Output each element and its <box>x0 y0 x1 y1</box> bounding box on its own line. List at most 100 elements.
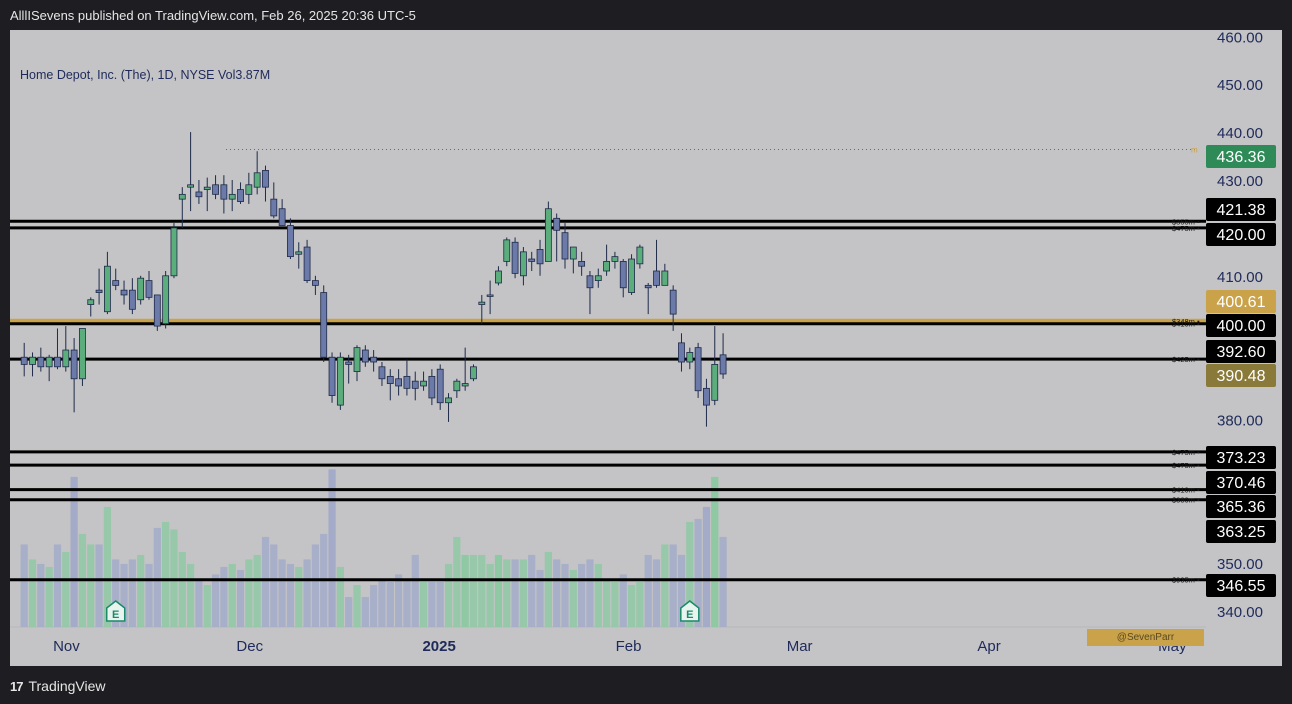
candle-body <box>395 378 403 387</box>
footer-brand[interactable]: TradingView <box>28 678 106 694</box>
volume-bar <box>211 574 220 627</box>
candle-body <box>528 258 536 262</box>
symbol-legend: Home Depot, Inc. (The), 1D, NYSE Vol3.87… <box>20 68 271 82</box>
candle-body <box>669 289 677 315</box>
candle-body <box>203 186 211 190</box>
candle-body <box>270 198 278 217</box>
candle-body <box>461 383 469 387</box>
volume-bar <box>261 536 270 627</box>
candle-body <box>320 292 328 358</box>
volume-bar <box>162 521 170 627</box>
volume-bar <box>95 544 103 627</box>
volume-bar <box>45 566 53 627</box>
candle-body <box>478 301 486 305</box>
candle-body <box>678 342 685 363</box>
price-tag <box>1206 145 1276 168</box>
volume-bar <box>236 569 245 627</box>
volume-bar <box>536 569 544 627</box>
author-tag: @SevenParr <box>1087 629 1204 646</box>
level-label: $425m ▪ <box>1172 355 1200 364</box>
y-tick-label: 430.00 <box>1217 173 1263 190</box>
price-tag <box>1206 340 1276 363</box>
volume-bar <box>661 544 669 627</box>
volume-bar <box>519 559 527 627</box>
price-tag <box>1206 520 1276 543</box>
y-tick-label: 440.00 <box>1217 125 1263 142</box>
price-chart[interactable]: m$355m ▪$475m ▪$348m ▪$410m ▪$425m ▪$475… <box>10 30 1282 666</box>
price-tag <box>1206 223 1276 246</box>
level-label: $410m ▪ <box>1172 320 1200 329</box>
volume-bar <box>195 578 203 627</box>
candle-body <box>453 380 461 392</box>
x-tick-label: Apr <box>977 638 1000 655</box>
level-label: $380m ▪ <box>1172 496 1200 505</box>
volume-bar <box>503 559 511 627</box>
candle-body <box>128 289 136 310</box>
volume-bar <box>403 578 411 627</box>
candle-body <box>253 172 261 188</box>
candle-body <box>353 347 361 372</box>
candle-body <box>87 299 95 305</box>
candle-body <box>145 280 153 298</box>
price-tag <box>1206 290 1276 313</box>
volume-bar <box>719 536 727 627</box>
x-tick-label: Mar <box>787 638 813 655</box>
candle-body <box>162 275 170 325</box>
candle-body <box>503 239 511 262</box>
candle-body <box>403 375 411 389</box>
volume-bar <box>419 581 428 627</box>
candle-body <box>644 284 652 289</box>
candle-body <box>628 258 635 293</box>
level-label: $475m ▪ <box>1172 448 1200 457</box>
candle-body <box>79 328 86 380</box>
candle-body <box>20 356 28 365</box>
candle-body <box>245 184 253 195</box>
volume-bar <box>395 574 403 627</box>
y-tick-label: 450.00 <box>1217 77 1263 94</box>
candle-body <box>112 280 120 286</box>
candle-body <box>486 294 494 297</box>
price-tag-label: 421.38 <box>1217 202 1266 219</box>
candle-body <box>237 189 244 202</box>
chart-frame[interactable]: m $355m ▪ $475m ▪ $348m ▪ $410m ▪ $425m ▪ $475… <box>10 30 1282 666</box>
candle-body <box>428 375 436 399</box>
volume-bar <box>486 563 494 627</box>
volume-bar <box>586 559 594 627</box>
x-tick-label: 2025 <box>422 638 455 655</box>
price-tag <box>1206 446 1276 469</box>
volume-bar <box>345 596 353 627</box>
x-tick-label: Dec <box>236 638 263 655</box>
candle-body <box>445 397 452 404</box>
volume-bar <box>444 563 453 627</box>
volume-bar <box>528 554 536 627</box>
volume-bar <box>711 476 719 627</box>
volume-bar <box>428 581 436 627</box>
volume-bar <box>178 551 186 627</box>
candle-body <box>611 256 619 262</box>
candle-body <box>619 261 627 289</box>
candle-body <box>661 270 669 286</box>
candle-body <box>170 227 178 277</box>
tradingview-logo-icon: 17 <box>10 678 24 694</box>
volume-bar <box>461 554 469 627</box>
y-tick-label: 460.00 <box>1217 30 1263 46</box>
level-label: $410m ▪ <box>1172 486 1200 495</box>
candle-body <box>420 380 427 387</box>
price-tag <box>1206 364 1276 387</box>
volume-bar <box>62 551 70 627</box>
volume-bar <box>203 584 211 627</box>
volume-bar <box>28 559 37 627</box>
volume-bar <box>220 566 228 627</box>
candle-body <box>603 261 610 272</box>
candle-body <box>287 225 294 258</box>
x-tick-label: Feb <box>616 638 642 655</box>
volume-bar <box>228 563 236 627</box>
volume-bar <box>694 518 702 627</box>
candle-body <box>62 349 70 368</box>
volume-bar <box>286 563 295 627</box>
volume-bar <box>603 578 611 627</box>
price-tag-label: 363.25 <box>1217 524 1266 541</box>
volume-bar <box>120 563 128 627</box>
volume-bar <box>544 551 552 627</box>
price-tag-label: 420.00 <box>1217 227 1266 244</box>
